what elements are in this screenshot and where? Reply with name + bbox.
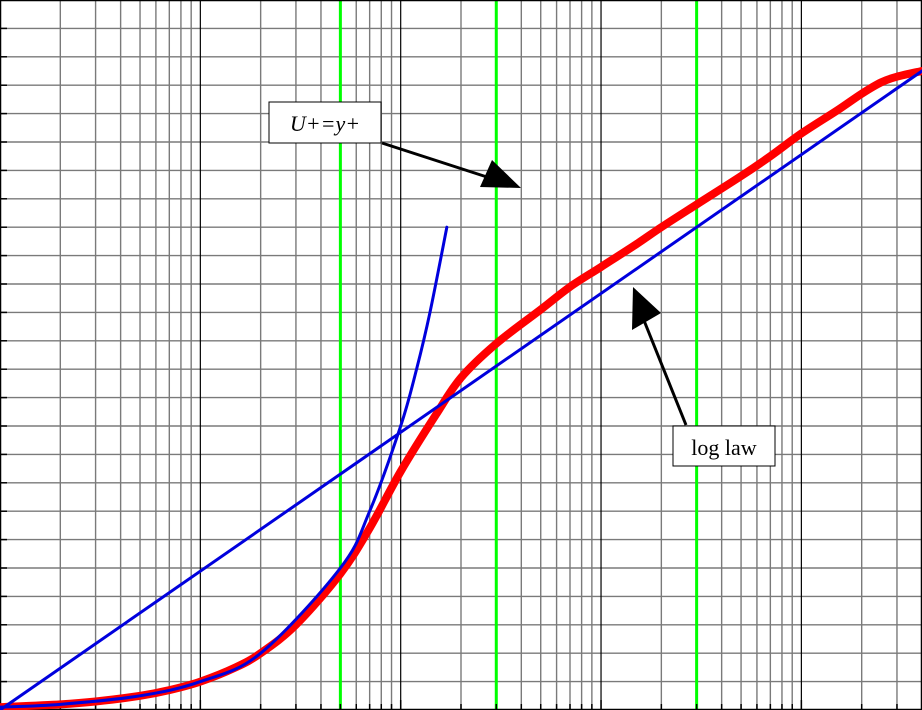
annotation-arrow-log-law (641, 317, 688, 426)
annotations: U+=y+ log law (268, 101, 776, 467)
annotation-arrowhead-log-law (632, 287, 661, 330)
annotation-label-linear-law: U+=y+ (290, 111, 360, 136)
highlight-vertical-lines (338, 0, 699, 710)
annotation-label-log-law: log law (691, 435, 756, 460)
annotation-box-linear-law (268, 101, 382, 144)
series-linear-law (0, 225, 449, 709)
series-lines (0, 67, 922, 710)
series-log-law (0, 69, 922, 710)
annotation-arrow-linear-law (381, 141, 491, 180)
annotation-arrowhead-linear-law (480, 160, 521, 188)
annotation-box-log-law (672, 425, 776, 467)
major-gridlines (0, 0, 802, 710)
